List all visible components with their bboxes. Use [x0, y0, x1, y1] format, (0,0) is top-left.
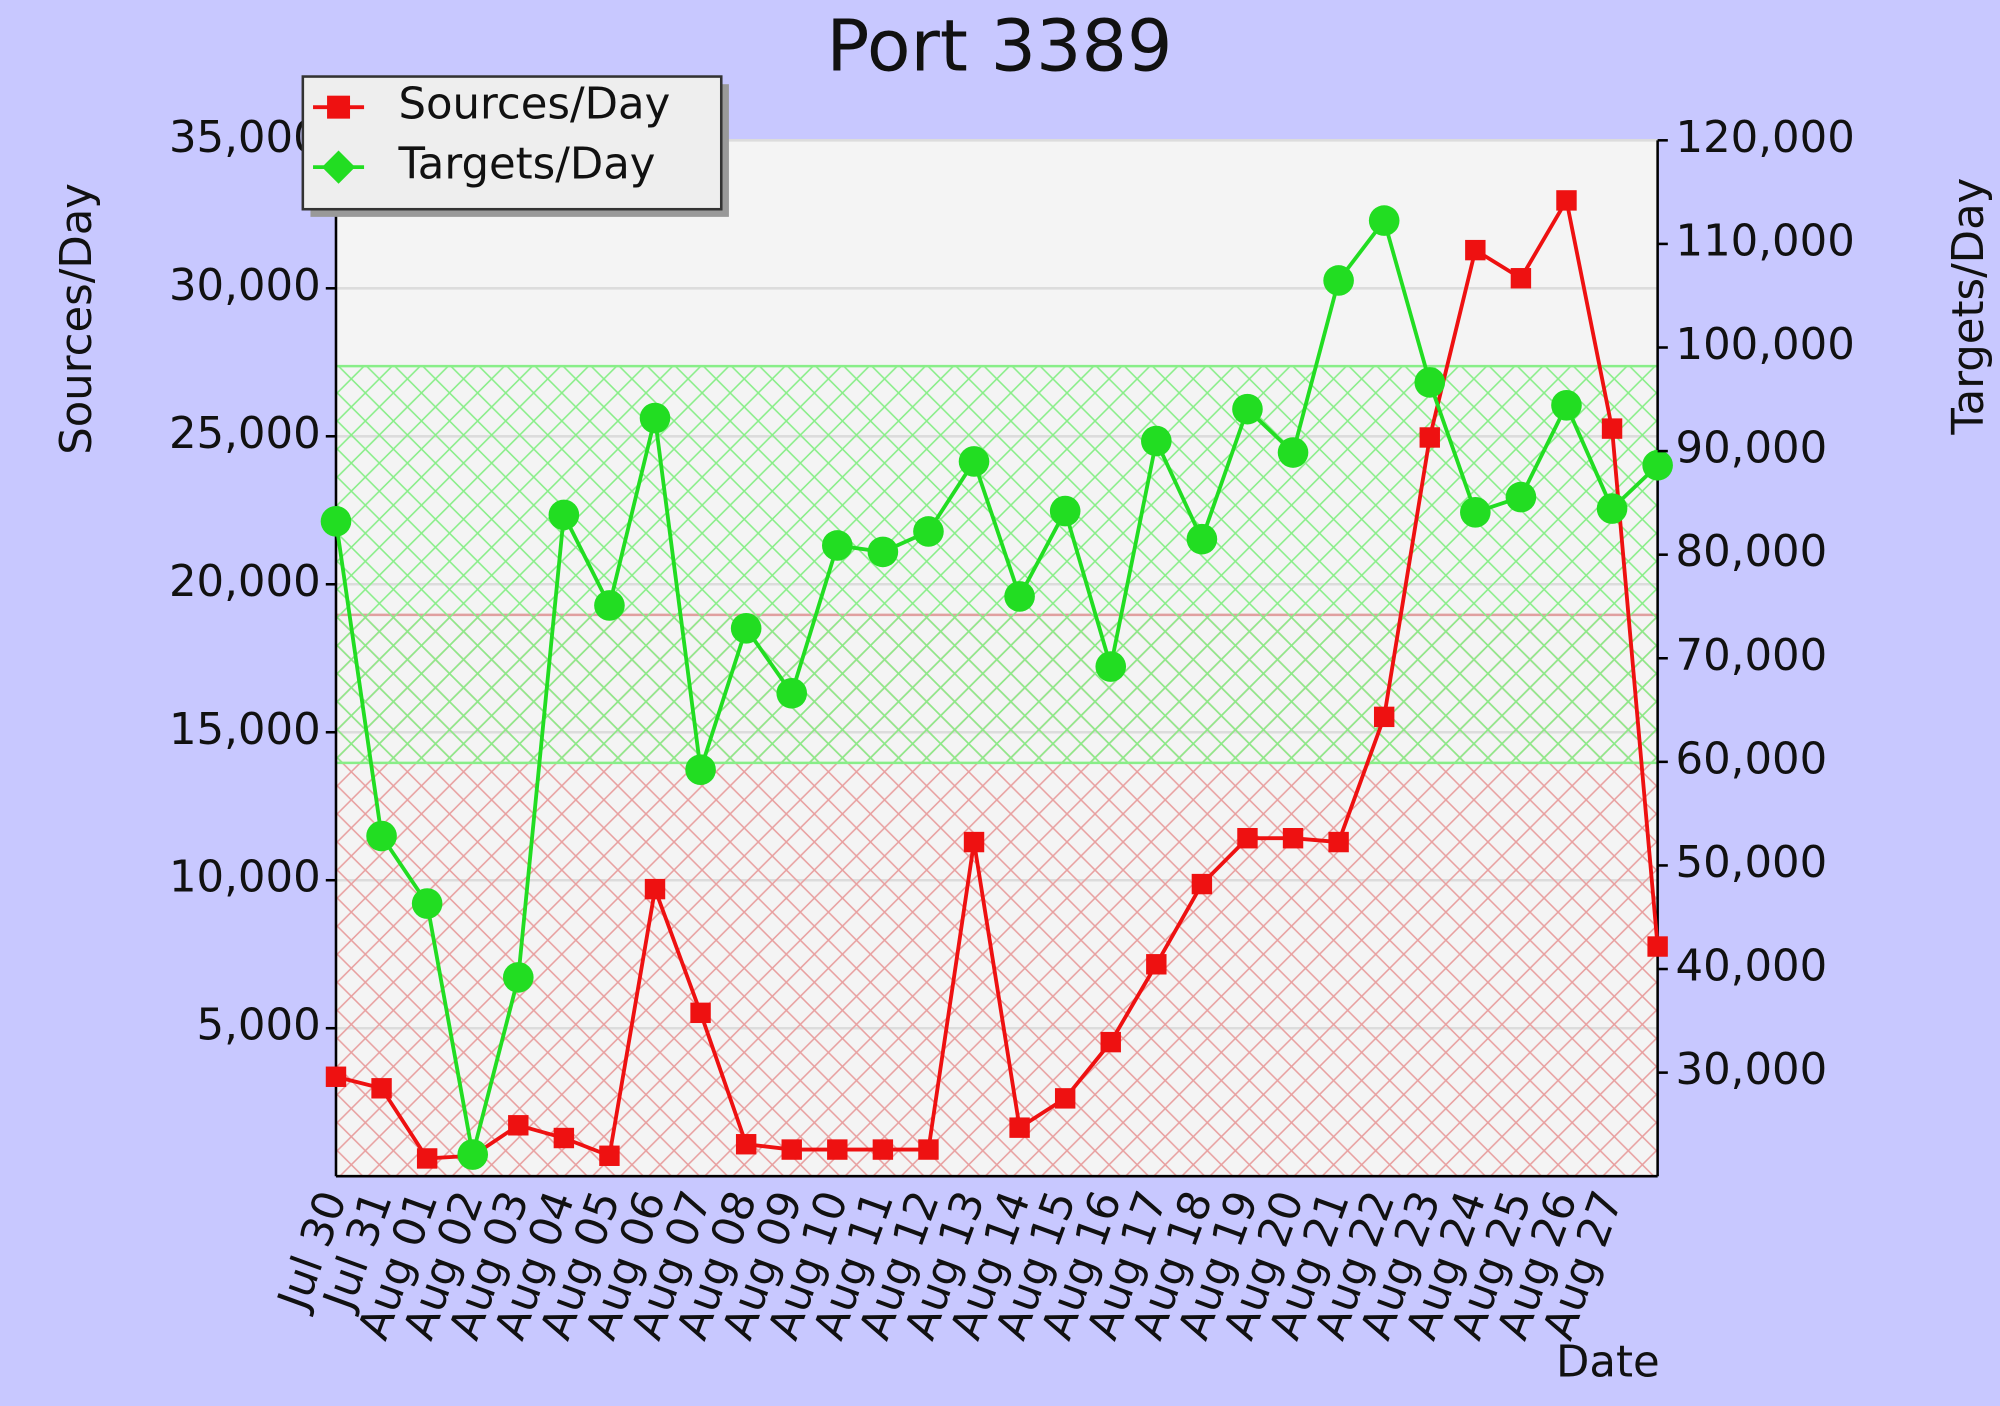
point [553, 1127, 575, 1149]
point [1510, 268, 1532, 289]
point [685, 754, 716, 786]
point [1328, 831, 1349, 853]
point [599, 1145, 620, 1166]
y-tick-label: 5,000 [197, 1001, 321, 1051]
series-line [334, 216, 1659, 1156]
legend-marker [321, 150, 356, 184]
point [1191, 873, 1213, 895]
point [1095, 651, 1127, 682]
legend: Sources/Day Targets/Day [301, 75, 729, 217]
legend-box [301, 75, 723, 211]
point [639, 402, 671, 434]
point [1009, 1117, 1030, 1138]
point [1373, 706, 1395, 728]
point [963, 831, 985, 853]
y2-tick-label: 100,000 [1675, 320, 1854, 370]
point [594, 590, 625, 621]
y2-tick-label: 120,000 [1675, 113, 1854, 163]
point [1237, 828, 1258, 849]
point [1368, 205, 1400, 236]
point [1054, 1088, 1076, 1109]
point [1642, 449, 1673, 481]
x-axis-label: Date [1556, 1338, 1660, 1388]
point [548, 499, 580, 531]
y2-axis-label: Targets/Day [1944, 178, 1994, 436]
point [1282, 828, 1304, 849]
point [1414, 367, 1446, 398]
point [1647, 936, 1668, 957]
point [1049, 495, 1081, 527]
y-axis-label: Sources/Day [52, 183, 102, 455]
y-tick-label: 30,000 [169, 261, 321, 311]
point [1100, 1031, 1121, 1053]
point [325, 1066, 347, 1087]
point [1551, 389, 1582, 421]
point [1277, 437, 1309, 468]
point [1141, 425, 1172, 457]
point [867, 536, 899, 568]
y2-tick-label: 40,000 [1675, 942, 1827, 992]
point [1323, 265, 1354, 296]
point [502, 962, 534, 993]
legend-marker [327, 95, 351, 119]
green-band [335, 366, 1658, 763]
point [958, 446, 990, 477]
point [690, 1002, 711, 1024]
point [1556, 190, 1577, 211]
y2-tick-label: 80,000 [1675, 527, 1827, 577]
point [644, 878, 666, 900]
point [1596, 493, 1628, 524]
point [1004, 581, 1035, 612]
chart-title: Port 3389 [826, 5, 1172, 88]
y2-tick-label: 30,000 [1675, 1045, 1827, 1095]
point [1186, 523, 1218, 555]
point [872, 1139, 894, 1160]
y-tick-label: 25,000 [169, 409, 321, 459]
y-tick-label: 20,000 [169, 557, 321, 607]
data-layer [320, 190, 1673, 1170]
point [730, 613, 762, 644]
y-tick-label: 35,000 [169, 113, 321, 163]
point [1601, 418, 1623, 439]
y-tick-label: 15,000 [169, 705, 321, 755]
point [1465, 239, 1486, 261]
point [1232, 393, 1263, 425]
point [508, 1115, 529, 1136]
y2-tick-label: 110,000 [1675, 216, 1854, 266]
point [781, 1139, 802, 1160]
point [1505, 481, 1537, 513]
point [371, 1078, 392, 1099]
point [457, 1139, 489, 1170]
legend-label: Targets/Day [398, 140, 656, 190]
y2-tick-label: 70,000 [1675, 631, 1827, 681]
legend-label: Sources/Day [399, 80, 671, 130]
y-tick-label: 10,000 [169, 853, 321, 903]
y2-tick-label: 60,000 [1675, 734, 1827, 784]
point [411, 888, 443, 919]
point [821, 530, 853, 561]
y2-tick-label: 50,000 [1675, 838, 1827, 888]
point [1419, 427, 1440, 448]
point [827, 1139, 848, 1160]
point [1146, 954, 1167, 975]
point [416, 1148, 438, 1169]
point [776, 677, 808, 709]
y2-tick-label: 90,000 [1675, 424, 1827, 474]
point [918, 1139, 939, 1160]
point [320, 506, 352, 537]
point [913, 516, 944, 547]
point [735, 1134, 757, 1155]
point [1460, 497, 1491, 528]
point [366, 820, 397, 852]
